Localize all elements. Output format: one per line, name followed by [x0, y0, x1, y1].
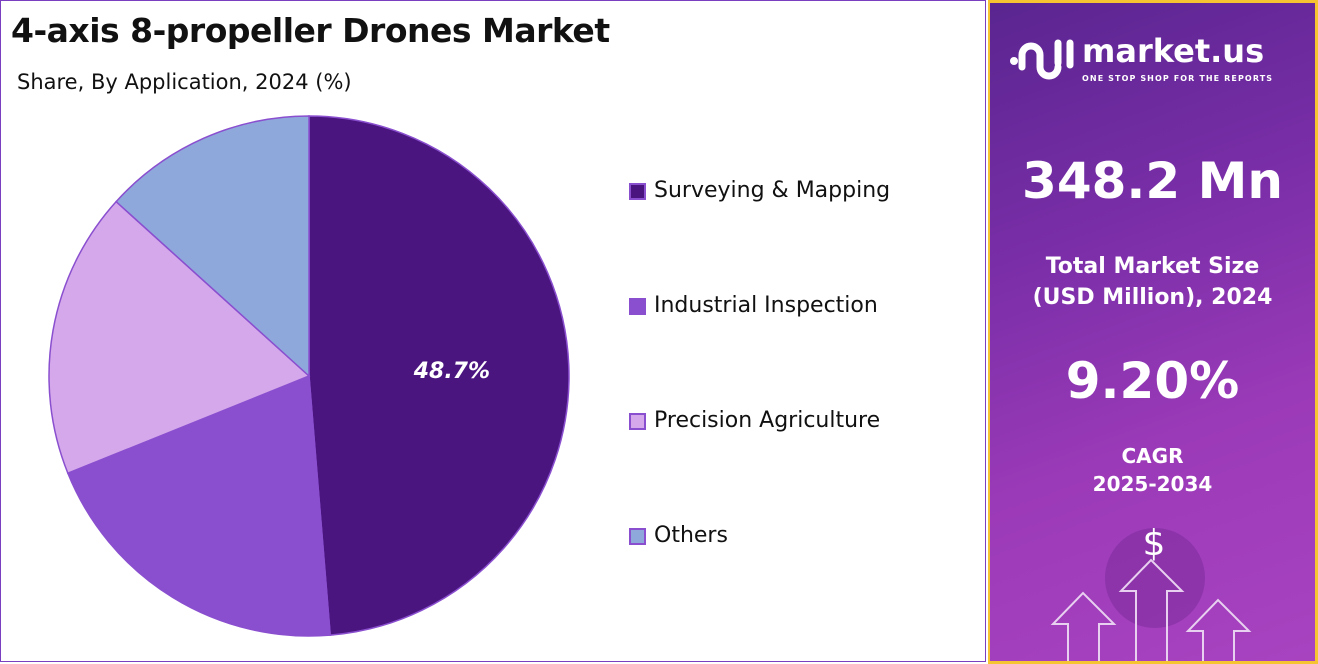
pie-chart: 48.7%: [48, 115, 570, 637]
logo-tagline: ONE STOP SHOP FOR THE REPORTS: [1082, 74, 1274, 83]
chart-subtitle: Share, By Application, 2024 (%): [17, 70, 352, 94]
cagr-value: 9.20%: [1065, 352, 1240, 410]
market-size-value: 348.2 Mn: [1022, 152, 1283, 210]
pie-slice-precision-agriculture: [48, 200, 311, 475]
svg-text:$: $: [1143, 523, 1166, 564]
legend-swatch: [629, 182, 646, 200]
legend-swatch: [629, 412, 646, 430]
chart-panel: 4-axis 8-propeller Drones Market Share, …: [0, 0, 986, 662]
legend-label: Precision Agriculture: [654, 408, 881, 433]
legend-swatch: [629, 297, 646, 315]
market-size-unit-label: (USD Million), 2024: [1032, 285, 1273, 310]
legend-item: Others: [629, 522, 728, 550]
logo-name: market.us: [1082, 32, 1265, 70]
chart-title: 4-axis 8-propeller Drones Market: [11, 11, 610, 50]
cagr-period: 2025-2034: [1092, 472, 1213, 496]
data-label: 48.7%: [413, 359, 490, 384]
pie-slice-industrial-inspection: [66, 374, 332, 637]
legend-item: Industrial Inspection: [629, 292, 878, 320]
market-size-label: Total Market Size: [1045, 254, 1260, 279]
summary-panel: market.us ONE STOP SHOP FOR THE REPORTS …: [988, 0, 1318, 664]
legend-swatch: [629, 527, 646, 545]
cagr-label: CAGR: [1121, 444, 1184, 468]
legend-label: Industrial Inspection: [654, 293, 878, 318]
legend-item: Surveying & Mapping: [629, 177, 890, 205]
pie-slice-surveying-mapping: [308, 115, 570, 636]
legend-label: Others: [654, 523, 728, 548]
legend-item: Precision Agriculture: [629, 407, 880, 435]
dollar-arrows-icon: $: [1050, 523, 1252, 661]
logo: market.us ONE STOP SHOP FOR THE REPORTS: [1008, 31, 1273, 85]
legend-label: Surveying & Mapping: [654, 178, 891, 203]
market-us-logo-icon: [1010, 39, 1074, 80]
pie-slice-others: [115, 115, 310, 378]
